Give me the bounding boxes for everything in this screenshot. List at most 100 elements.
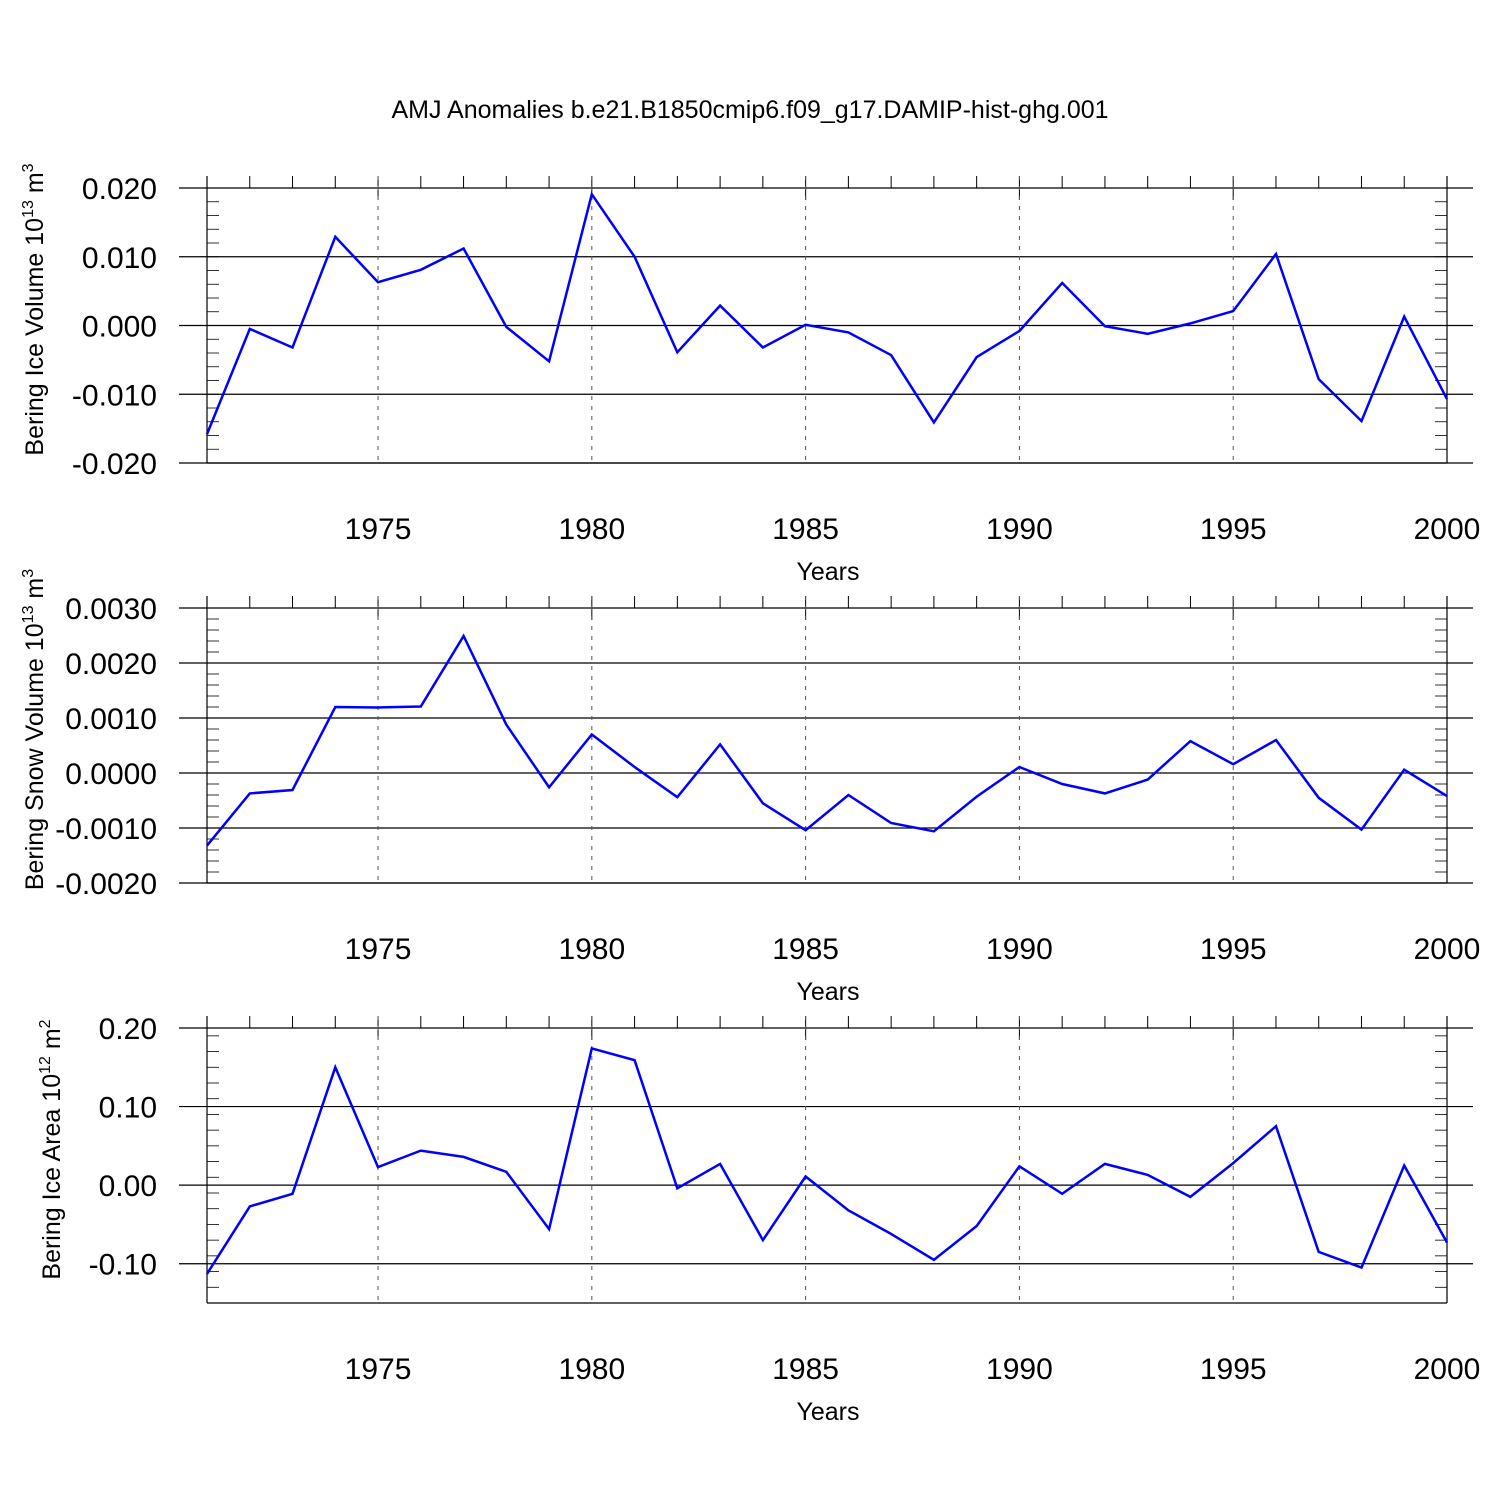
- data-point: [249, 328, 251, 330]
- data-point: [847, 794, 849, 796]
- x-tick-label: 2000: [1414, 1353, 1481, 1386]
- x-tick-label: 1980: [558, 513, 625, 546]
- x-tick-label: 1985: [772, 513, 839, 546]
- y-axis-title: Bering Snow Volume 1013 m3: [20, 569, 49, 890]
- data-point: [1104, 1163, 1106, 1165]
- data-point: [334, 706, 336, 708]
- y-tick-label: -0.10: [89, 1249, 157, 1282]
- data-point: [334, 1066, 336, 1068]
- data-point: [1018, 766, 1020, 768]
- data-point: [462, 1156, 464, 1158]
- data-point: [1275, 253, 1277, 255]
- data-point: [1018, 330, 1020, 332]
- data-point: [633, 256, 635, 258]
- y-tick-label: 0.0010: [65, 703, 157, 736]
- page-title: AMJ Anomalies b.e21.B1850cmip6.f09_g17.D…: [391, 96, 1109, 124]
- y-tick-label: -0.0020: [55, 868, 157, 901]
- data-point: [676, 796, 678, 798]
- series-line: [205, 1046, 1449, 1275]
- data-point: [762, 1239, 764, 1241]
- x-tick-label: 1990: [986, 1353, 1053, 1386]
- y-tick-label: 0.20: [99, 1013, 157, 1046]
- data-point: [377, 1166, 379, 1168]
- data-point: [1189, 740, 1191, 742]
- y-tick-label: -0.020: [72, 448, 157, 481]
- y-tick-label: 0.0030: [65, 593, 157, 626]
- data-point: [633, 1059, 635, 1061]
- x-tick-label: 2000: [1414, 933, 1481, 966]
- data-point: [505, 326, 507, 328]
- data-point: [1232, 1162, 1234, 1164]
- data-point: [206, 1273, 208, 1275]
- data-point: [1446, 795, 1448, 797]
- data-point: [975, 356, 977, 358]
- data-point: [548, 786, 550, 788]
- x-axis-title: Years: [796, 1398, 859, 1426]
- data-point: [1104, 325, 1106, 327]
- data-point: [334, 236, 336, 238]
- data-point: [804, 1175, 806, 1177]
- data-point: [847, 1209, 849, 1211]
- x-tick-label: 1980: [558, 933, 625, 966]
- x-tick-label: 1985: [772, 1353, 839, 1386]
- data-point: [890, 354, 892, 356]
- data-point: [1146, 1174, 1148, 1176]
- data-point: [1146, 333, 1148, 335]
- data-point: [1061, 1193, 1063, 1195]
- data-point: [676, 351, 678, 353]
- data-point: [1318, 797, 1320, 799]
- data-point: [890, 1233, 892, 1235]
- data-point: [377, 281, 379, 283]
- data-point: [462, 247, 464, 249]
- data-point: [1403, 769, 1405, 771]
- data-point: [1360, 1266, 1362, 1268]
- y-tick-label: 0.020: [82, 173, 157, 206]
- data-point: [1146, 778, 1148, 780]
- series-line: [206, 633, 1448, 847]
- x-tick-label: 1975: [345, 1353, 412, 1386]
- data-point: [933, 421, 935, 423]
- data-point: [847, 331, 849, 333]
- data-point: [206, 844, 208, 846]
- data-point: [377, 706, 379, 708]
- y-tick-label: 0.000: [82, 311, 157, 344]
- data-point: [1189, 1196, 1191, 1198]
- x-tick-label: 1975: [345, 933, 412, 966]
- data-point: [420, 1149, 422, 1151]
- data-point: [676, 1187, 678, 1189]
- data-point: [591, 733, 593, 735]
- data-point: [1403, 315, 1405, 317]
- data-point: [1360, 420, 1362, 422]
- y-axis-title: Bering Ice Volume 1013 m3: [20, 163, 49, 455]
- data-point: [1275, 1125, 1277, 1127]
- data-point: [1275, 739, 1277, 741]
- data-point: [890, 822, 892, 824]
- data-point: [975, 1225, 977, 1227]
- y-tick-label: 0.10: [99, 1092, 157, 1125]
- x-tick-label: 1995: [1200, 933, 1267, 966]
- data-point: [719, 304, 721, 306]
- data-point: [975, 795, 977, 797]
- data-point: [420, 705, 422, 707]
- y-axis-title: Bering Ice Area 1012 m2: [37, 1019, 66, 1279]
- data-point: [719, 1163, 721, 1165]
- data-point: [1104, 792, 1106, 794]
- data-point: [804, 829, 806, 831]
- x-axis-title: Years: [796, 978, 859, 1006]
- data-point: [249, 1205, 251, 1207]
- data-point: [1446, 1241, 1448, 1243]
- x-tick-label: 1975: [345, 513, 412, 546]
- data-point: [505, 723, 507, 725]
- data-point: [804, 324, 806, 326]
- data-point: [1061, 282, 1063, 284]
- data-point: [933, 1259, 935, 1261]
- data-point: [1018, 1165, 1020, 1167]
- data-point: [591, 1047, 593, 1049]
- x-tick-label: 1985: [772, 933, 839, 966]
- data-point: [548, 360, 550, 362]
- data-point: [291, 346, 293, 348]
- x-tick-label: 2000: [1414, 513, 1481, 546]
- data-point: [1232, 763, 1234, 765]
- data-point: [633, 766, 635, 768]
